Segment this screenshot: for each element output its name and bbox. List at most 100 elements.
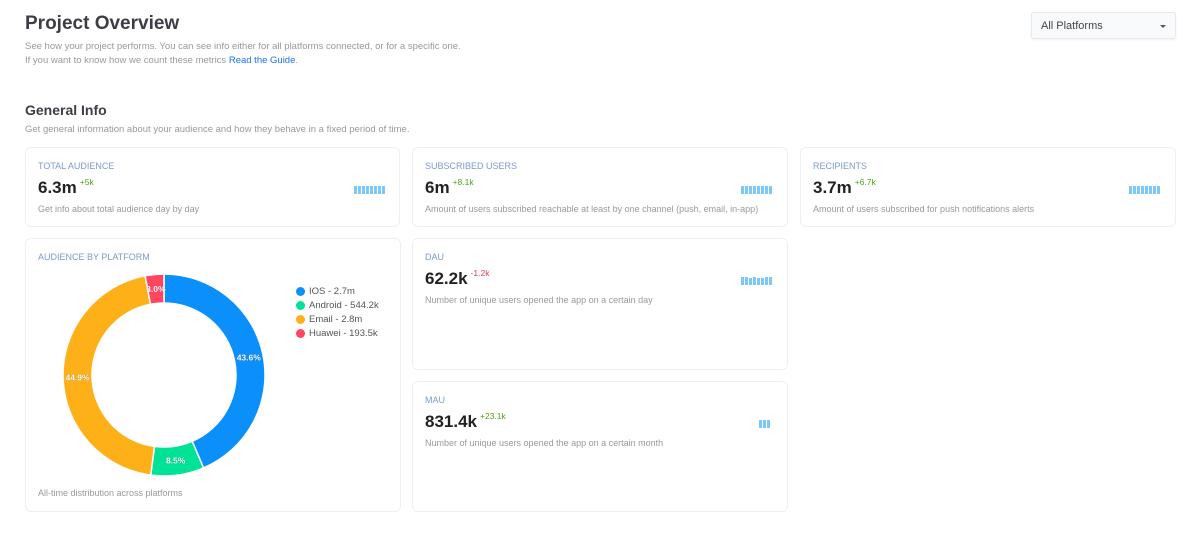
sparkline-bar xyxy=(382,186,385,194)
slice-label: 44.9% xyxy=(65,372,90,382)
metric-card-subscribed-users: Subscribed Users 6m +8.1k Amount of users… xyxy=(412,147,788,227)
legend-item-huawei[interactable]: Huawei - 193.5k xyxy=(296,326,379,340)
metric-value: 831.4k +23.1k xyxy=(425,411,506,432)
sparkline xyxy=(759,420,770,428)
sparkline-bar xyxy=(1145,186,1148,194)
sparkline-bar xyxy=(358,186,361,194)
legend-item-android[interactable]: Android - 544.2k xyxy=(296,298,379,312)
sparkline-bar xyxy=(765,277,768,285)
section-title: General Info xyxy=(25,102,107,118)
sparkline-bar xyxy=(767,420,770,428)
metric-delta: +8.1k xyxy=(452,177,474,187)
sparkline-bar xyxy=(749,186,752,194)
metric-value: 6m +8.1k xyxy=(425,177,474,198)
metric-delta: +5k xyxy=(79,177,94,187)
guide-prefix: If you want to know how we count these m… xyxy=(25,55,229,66)
sparkline-bar xyxy=(378,186,381,194)
sparkline-bar xyxy=(362,186,365,194)
legend-dot-icon xyxy=(296,300,305,310)
metric-number: 3.7m xyxy=(813,178,852,197)
chart-legend: IOS - 2.7m Android - 544.2k Email - 2.8m Hu… xyxy=(296,284,379,340)
section-subtitle: Get general information about your audie… xyxy=(25,124,410,135)
card-footer: All-time distribution across platforms xyxy=(38,488,183,498)
metric-card-recipients: Recipients 3.7m +6.7k Amount of users sub… xyxy=(800,147,1176,227)
legend-dot-icon xyxy=(296,314,305,324)
legend-dot-icon xyxy=(296,286,305,296)
slice-label: 3.0% xyxy=(146,284,166,294)
sparkline-bar xyxy=(1129,186,1132,194)
metric-number: 62.2k xyxy=(425,269,468,288)
sparkline-bar xyxy=(741,277,744,285)
legend-label: Huawei - 193.5k xyxy=(309,327,378,339)
metric-delta: +6.7k xyxy=(854,177,876,187)
sparkline-bar xyxy=(745,277,748,285)
read-guide-link[interactable]: Read the Guide xyxy=(228,55,296,66)
sparkline-bar xyxy=(757,186,760,194)
legend-item-ios[interactable]: IOS - 2.7m xyxy=(296,284,379,298)
sparkline xyxy=(741,277,772,285)
metric-value: 6.3m +5k xyxy=(38,177,94,198)
card-title: Recipients xyxy=(813,161,868,171)
card-description: Amount of users subscribed reachable at … xyxy=(425,204,759,214)
metric-card-dau: DAU 62.2k -1.2k Number of unique users op… xyxy=(412,238,788,370)
slice-label: 8.5% xyxy=(166,456,186,466)
description-line: See how your project performs. You can s… xyxy=(25,41,461,52)
sparkline-bar xyxy=(765,186,768,194)
sparkline-bar xyxy=(374,186,377,194)
sparkline-bar xyxy=(745,186,748,194)
sparkline-bar xyxy=(769,186,772,194)
sparkline-bar xyxy=(753,186,756,194)
sparkline-bar xyxy=(366,186,369,194)
metric-card-total-audience: Total Audience 6.3m +5k Get info about to… xyxy=(25,147,400,227)
card-title: DAU xyxy=(425,252,445,262)
card-title: Total Audience xyxy=(38,161,115,171)
card-title: Audience by Platform xyxy=(38,252,150,262)
donut-slice-ios[interactable] xyxy=(163,273,266,469)
platform-select-value: All Platforms xyxy=(1041,20,1103,32)
metric-delta: +23.1k xyxy=(480,411,506,421)
sparkline-bar xyxy=(1149,186,1152,194)
metric-value: 3.7m +6.7k xyxy=(813,177,876,198)
description-line-2: If you want to know how we count these m… xyxy=(25,54,461,68)
caret-down-icon xyxy=(1160,25,1166,28)
sparkline xyxy=(741,186,772,194)
sparkline-bar xyxy=(741,186,744,194)
sparkline-bar xyxy=(761,186,764,194)
metric-number: 6.3m xyxy=(38,178,77,197)
card-title: Subscribed Users xyxy=(425,161,518,171)
legend-label: Android - 544.2k xyxy=(309,299,379,311)
sparkline-bar xyxy=(1153,186,1156,194)
metric-card-mau: MAU 831.4k +23.1k Number of unique users … xyxy=(412,381,788,512)
sparkline-bar xyxy=(761,277,764,285)
donut-slice-huawei[interactable] xyxy=(144,273,165,306)
sparkline-bar xyxy=(1157,186,1160,194)
sparkline xyxy=(1129,186,1160,194)
card-title: MAU xyxy=(425,395,445,405)
sparkline-bar xyxy=(753,277,756,285)
page-title: Project Overview xyxy=(25,13,180,34)
sparkline-bar xyxy=(759,420,762,428)
slice-label: 43.6% xyxy=(237,353,262,363)
legend-item-email[interactable]: Email - 2.8m xyxy=(296,312,379,326)
sparkline-bar xyxy=(763,420,766,428)
metric-number: 6m xyxy=(425,178,450,197)
donut-slice-email[interactable] xyxy=(62,274,156,476)
sparkline xyxy=(354,186,385,194)
sparkline-bar xyxy=(370,186,373,194)
sparkline-bar xyxy=(757,278,760,285)
sparkline-bar xyxy=(354,186,357,194)
sparkline-bar xyxy=(749,277,752,285)
metric-delta: -1.2k xyxy=(470,268,490,278)
audience-by-platform-card: Audience by Platform 43.6% 8.5% 44.9% 3.0% … xyxy=(25,238,401,512)
guide-suffix: . xyxy=(295,55,299,66)
card-description: Get info about total audience day by day xyxy=(38,204,200,214)
legend-dot-icon xyxy=(296,328,305,338)
platform-select[interactable]: All Platforms xyxy=(1031,12,1176,39)
legend-label: Email - 2.8m xyxy=(309,313,363,325)
page-description: See how your project performs. You can s… xyxy=(25,40,461,68)
card-description: Number of unique users opened the app on… xyxy=(425,438,664,448)
card-description: Number of unique users opened the app on… xyxy=(425,295,653,305)
sparkline-bar xyxy=(1141,186,1144,194)
card-description: Amount of users subscribed for push noti… xyxy=(813,204,1035,214)
metric-number: 831.4k xyxy=(425,412,477,431)
